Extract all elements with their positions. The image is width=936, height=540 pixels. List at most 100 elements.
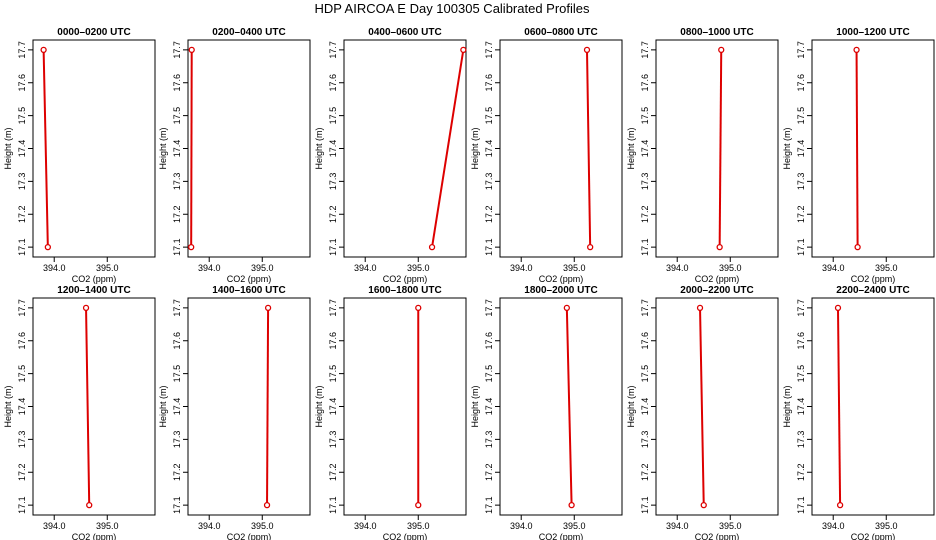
plot-frame xyxy=(32,39,156,258)
profile-point xyxy=(696,304,704,312)
y-tick-label: 17.7 xyxy=(17,299,27,317)
x-tick-label: 394.0 xyxy=(822,521,845,531)
profile-point xyxy=(716,243,723,251)
plot-frame xyxy=(655,39,779,258)
profile-line xyxy=(85,307,91,506)
profile-point xyxy=(568,501,575,509)
y-tick-label: 17.1 xyxy=(484,238,494,256)
y-tick-label: 17.5 xyxy=(640,107,650,125)
x-tick-label: 395.0 xyxy=(407,263,430,273)
x-tick-label: 395.0 xyxy=(719,263,742,273)
y-tick-label: 17.4 xyxy=(796,398,806,416)
profile-point xyxy=(700,501,707,509)
y-tick-label: 17.5 xyxy=(17,107,27,125)
y-tick-label: 17.6 xyxy=(17,332,27,350)
y-tick-label: 17.4 xyxy=(172,398,182,416)
x-tick-label: 394.0 xyxy=(43,521,66,531)
y-tick-label: 17.4 xyxy=(17,140,27,158)
x-tick-label: 395.0 xyxy=(251,521,274,531)
y-tick-label: 17.5 xyxy=(172,107,182,125)
y-tick-label: 17.5 xyxy=(796,107,806,125)
y-tick-label: 17.4 xyxy=(484,140,494,158)
y-tick-label: 17.1 xyxy=(172,238,182,256)
y-tick-label: 17.2 xyxy=(484,205,494,223)
y-tick-label: 17.5 xyxy=(796,365,806,383)
panel-title: 1800–2000 UTC xyxy=(524,285,597,296)
plot-frame xyxy=(655,297,779,516)
x-tick-label: 394.0 xyxy=(822,263,845,273)
y-tick-label: 17.7 xyxy=(484,41,494,59)
y-tick-label: 17.3 xyxy=(328,431,338,449)
panel-title: 0400–0600 UTC xyxy=(368,27,441,38)
x-axis-label: CO2 (ppm) xyxy=(72,532,117,540)
y-tick-label: 17.7 xyxy=(484,299,494,317)
y-tick-label: 17.4 xyxy=(172,140,182,158)
profile-point xyxy=(415,304,422,312)
panel-title: 1200–1400 UTC xyxy=(57,285,130,296)
y-tick-label: 17.1 xyxy=(328,496,338,514)
x-axis-label: CO2 (ppm) xyxy=(383,532,428,540)
profile-point xyxy=(460,46,467,54)
y-tick-label: 17.3 xyxy=(17,173,27,191)
y-tick-label: 17.1 xyxy=(328,238,338,256)
y-tick-label: 17.5 xyxy=(328,365,338,383)
profile-point xyxy=(40,46,47,54)
y-tick-label: 17.3 xyxy=(172,431,182,449)
profile-point xyxy=(563,304,570,312)
plot-frame xyxy=(32,297,156,516)
profile-point xyxy=(82,304,90,312)
y-tick-label: 17.4 xyxy=(640,398,650,416)
y-tick-label: 17.4 xyxy=(796,140,806,158)
profile-line xyxy=(718,49,723,248)
x-axis-label: CO2 (ppm) xyxy=(539,532,584,540)
panel-title: 0200–0400 UTC xyxy=(212,27,285,38)
x-tick-label: 395.0 xyxy=(719,521,742,531)
panel-title: 2000–2200 UTC xyxy=(680,285,753,296)
y-tick-label: 17.1 xyxy=(17,496,27,514)
profile-point xyxy=(428,243,436,251)
y-axis-label: Height (m) xyxy=(626,127,636,169)
plot-frame xyxy=(811,297,935,516)
x-tick-label: 395.0 xyxy=(96,263,119,273)
panel-title: 1400–1600 UTC xyxy=(212,285,285,296)
x-tick-label: 395.0 xyxy=(407,521,430,531)
y-tick-label: 17.2 xyxy=(172,205,182,223)
profile-point xyxy=(853,46,860,54)
x-tick-label: 395.0 xyxy=(96,521,119,531)
y-tick-label: 17.5 xyxy=(17,365,27,383)
panel-title: 0600–0800 UTC xyxy=(524,27,597,38)
profile-point xyxy=(587,243,594,251)
x-tick-label: 394.0 xyxy=(354,263,377,273)
profile-line xyxy=(190,49,193,248)
plot-frame xyxy=(187,39,311,258)
x-tick-label: 394.0 xyxy=(198,263,221,273)
plot-frame xyxy=(187,297,311,516)
profile-point xyxy=(415,501,422,509)
y-tick-label: 17.4 xyxy=(17,398,27,416)
y-tick-label: 17.6 xyxy=(172,332,182,350)
y-tick-label: 17.6 xyxy=(796,74,806,92)
x-tick-label: 395.0 xyxy=(875,263,898,273)
y-tick-label: 17.2 xyxy=(640,463,650,481)
y-tick-label: 17.2 xyxy=(796,463,806,481)
y-tick-label: 17.3 xyxy=(640,431,650,449)
profile-line xyxy=(855,49,859,248)
y-tick-label: 17.6 xyxy=(640,74,650,92)
y-tick-label: 17.7 xyxy=(328,41,338,59)
y-tick-label: 17.1 xyxy=(796,496,806,514)
y-tick-label: 17.4 xyxy=(640,140,650,158)
plot-frame xyxy=(343,297,467,516)
x-tick-label: 394.0 xyxy=(354,521,377,531)
y-axis-label: Height (m) xyxy=(782,385,792,427)
y-tick-label: 17.2 xyxy=(17,205,27,223)
y-axis-label: Height (m) xyxy=(3,385,13,427)
y-tick-label: 17.6 xyxy=(640,332,650,350)
y-tick-label: 17.4 xyxy=(484,398,494,416)
y-axis-label: Height (m) xyxy=(314,385,324,427)
